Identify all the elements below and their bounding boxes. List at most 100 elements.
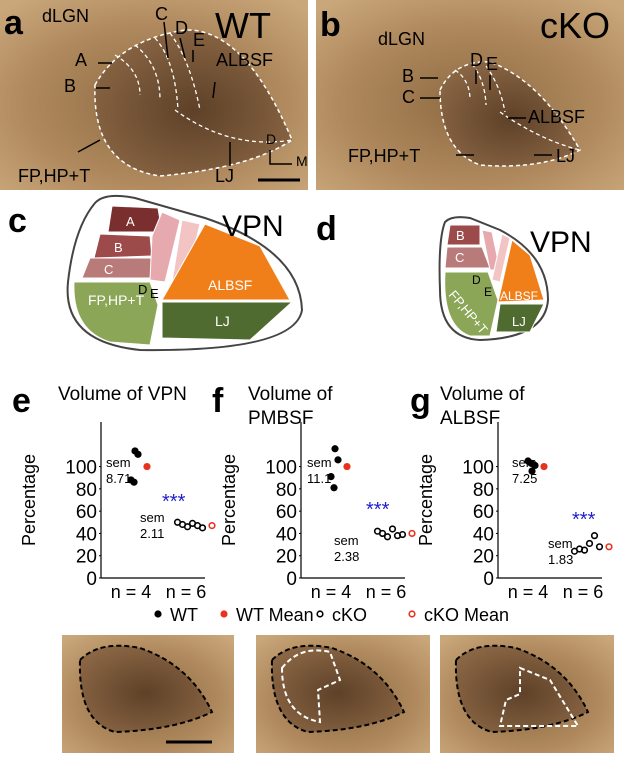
sem-label: sem [512, 455, 537, 470]
vpn-outline [78, 644, 214, 734]
region-a [107, 205, 163, 233]
nucleus-label: E [486, 54, 498, 74]
data-point [605, 543, 613, 551]
diagram-title: VPN [222, 210, 284, 243]
panel-label: b [320, 6, 341, 44]
pmbsf-outline [280, 649, 342, 724]
genotype-label: cKO [540, 5, 610, 46]
albsf-outline [498, 666, 580, 727]
data-point [331, 445, 339, 453]
data-point [527, 459, 535, 467]
panel-label: f [212, 382, 224, 420]
y-tick-label: 40 [276, 524, 297, 545]
panel-label: e [12, 382, 31, 420]
region-fp [444, 271, 499, 337]
region-lj [161, 301, 294, 341]
fp-label: FP,HP+T [348, 146, 420, 166]
y-axis-label: Percentage [416, 454, 436, 546]
legend-marker [220, 610, 228, 618]
sem-value: 1.83 [548, 552, 573, 567]
data-point [388, 525, 397, 533]
data-point [334, 456, 342, 464]
y-tick-label: 20 [473, 547, 494, 568]
arrows [77, 21, 231, 166]
region-lj [495, 303, 545, 333]
y-tick-label: 80 [76, 480, 97, 501]
region-albsf [161, 223, 291, 301]
region-d [149, 211, 181, 283]
panel-a: a dLGN WT A B C D E ALBSF FP,HP+T LJ D M [0, 0, 308, 190]
x-tick-label: n = 4 [311, 582, 352, 602]
significance: *** [572, 509, 596, 531]
genotype-label: WT [215, 5, 271, 46]
part-label: D [138, 282, 147, 297]
vpn-outline [439, 61, 582, 167]
data-point [398, 530, 407, 539]
panel-c: c VPN A B C D E ALBSF FP,HP+T LJ [8, 194, 304, 352]
nucleus-label: D [470, 50, 483, 70]
chart-title: ALBSF [440, 408, 500, 429]
y-tick-label: 100 [462, 458, 494, 479]
nucleus-label: D [175, 18, 188, 38]
panel-label: a [4, 4, 24, 42]
sem-value: 11.1 [307, 471, 331, 486]
y-tick-label: 80 [276, 480, 297, 501]
part-label: C [455, 250, 464, 265]
part-label: FP,HP+T [88, 292, 145, 308]
part-label: LJ [512, 314, 526, 329]
compass-label: M [296, 153, 308, 169]
sem-label: sem [307, 455, 332, 470]
x-tick-label: n = 6 [366, 582, 407, 602]
y-tick-label: 40 [473, 524, 494, 545]
nucleus-label: E [193, 30, 205, 50]
y-tick-label: 60 [473, 502, 494, 523]
region-c [444, 246, 491, 269]
panel-b: b dLGN cKO B C D E ALBSF FP,HP+T LJ [316, 0, 624, 190]
data-point [595, 543, 604, 551]
vpn-outline [454, 644, 590, 734]
lj-label: LJ [215, 166, 234, 186]
sem-value: 2.11 [140, 526, 164, 541]
panel-label: c [8, 202, 27, 240]
part-label: E [484, 285, 492, 299]
nucleus-label: C [402, 87, 415, 107]
sem-value: 2.38 [334, 549, 359, 564]
bottom-micrographs [62, 635, 614, 753]
vpn-outline [270, 644, 406, 734]
chart-title: Volume of [440, 384, 525, 405]
data-point [143, 462, 151, 471]
nucleus-label: B [402, 66, 414, 86]
legend-marker [408, 610, 416, 618]
vpn-outline [94, 29, 293, 177]
data-point [585, 539, 594, 548]
y-tick-label: 60 [76, 502, 97, 523]
arrows [420, 70, 552, 156]
data-point [330, 484, 338, 492]
albsf-label: ALBSF [216, 50, 273, 70]
y-tick-label: 20 [76, 547, 97, 568]
chart-title: Volume of [248, 384, 333, 405]
region-fp [73, 281, 159, 346]
y-tick-label: 0 [286, 569, 297, 590]
y-tick-label: 60 [276, 502, 297, 523]
region-label: dLGN [378, 29, 425, 49]
chart-title: PMBSF [248, 408, 313, 429]
data-point [198, 524, 207, 532]
lj-label: LJ [556, 146, 575, 166]
data-point [383, 533, 392, 541]
data-point [580, 546, 589, 554]
data-point [183, 523, 192, 531]
x-tick-label: n = 4 [111, 582, 152, 602]
data-point [208, 522, 216, 530]
compass [269, 150, 292, 165]
data-point [343, 462, 351, 471]
nucleus-label: A [75, 50, 87, 70]
region-b [446, 224, 481, 246]
y-tick-label: 0 [86, 569, 97, 590]
data-point [134, 450, 142, 458]
sem-value: 8.71 [106, 471, 131, 486]
data-point [408, 529, 416, 538]
data-point [378, 529, 387, 538]
region-b [93, 233, 153, 259]
chart-title: Volume of VPN [58, 384, 187, 405]
